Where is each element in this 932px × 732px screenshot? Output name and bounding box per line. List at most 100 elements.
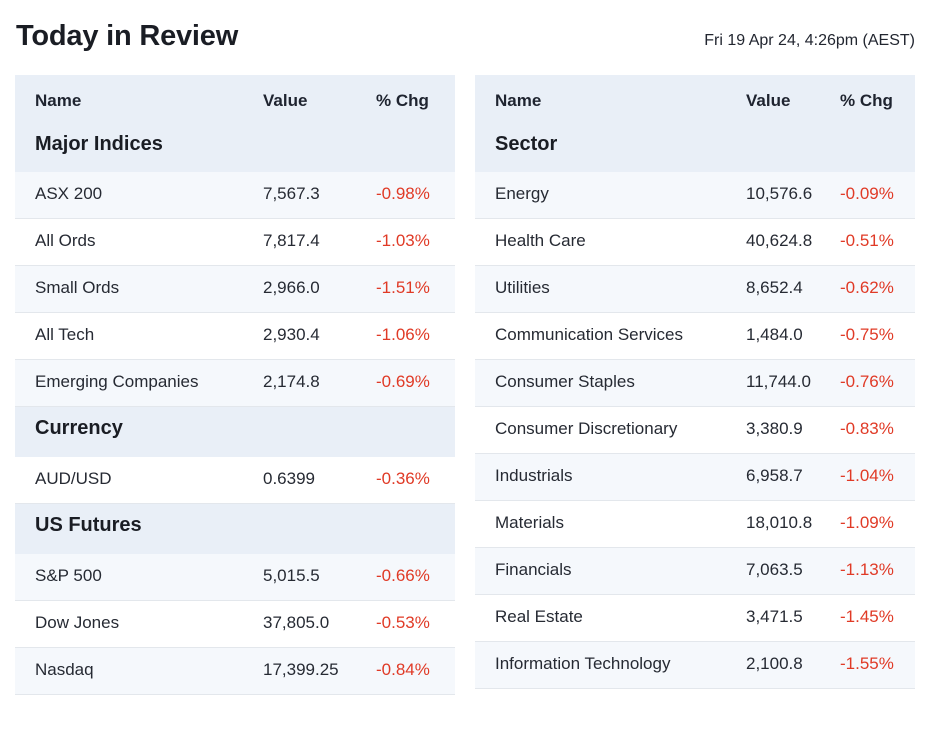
row-value: 2,930.4 bbox=[263, 325, 320, 344]
table-row[interactable]: ASX 200 7,567.3 -0.98% bbox=[15, 172, 455, 219]
table-row[interactable]: AUD/USD 0.6399 -0.36% bbox=[15, 457, 455, 504]
table-row[interactable]: All Ords 7,817.4 -1.03% bbox=[15, 219, 455, 266]
row-name: Real Estate bbox=[495, 607, 583, 626]
row-change: -1.13% bbox=[840, 560, 894, 579]
row-name: Industrials bbox=[495, 466, 573, 485]
row-value: 10,576.6 bbox=[746, 184, 813, 203]
column-header-row: Name Value % Chg bbox=[15, 75, 455, 123]
row-name: All Tech bbox=[35, 325, 95, 344]
header: Today in Review Fri 19 Apr 24, 4:26pm (A… bbox=[16, 0, 916, 74]
row-change: -1.45% bbox=[840, 607, 894, 626]
timestamp: Fri 19 Apr 24, 4:26pm (AEST) bbox=[704, 32, 915, 49]
row-name: Dow Jones bbox=[35, 613, 120, 632]
row-value: 3,471.5 bbox=[746, 607, 803, 626]
row-change: -0.83% bbox=[840, 419, 894, 438]
section-header-currency: Currency bbox=[15, 407, 455, 457]
table-row[interactable]: Financials 7,063.5 -1.13% bbox=[475, 548, 915, 595]
section-title: Major Indices bbox=[35, 133, 163, 155]
row-name: Communication Services bbox=[495, 325, 684, 344]
row-value: 17,399.25 bbox=[263, 660, 339, 679]
row-value: 2,966.0 bbox=[263, 278, 320, 297]
table-row[interactable]: S&P 500 5,015.5 -0.66% bbox=[15, 554, 455, 601]
table-row[interactable]: Energy 10,576.6 -0.09% bbox=[475, 172, 915, 219]
sector-table: Name Value % Chg Sector Energy 10,576.6 … bbox=[475, 75, 915, 689]
row-value: 11,744.0 bbox=[746, 372, 811, 391]
row-value: 7,567.3 bbox=[263, 184, 320, 203]
column-header-value: Value bbox=[263, 91, 308, 110]
table-row[interactable]: Emerging Companies 2,174.8 -0.69% bbox=[15, 360, 455, 407]
row-name: Health Care bbox=[495, 231, 586, 250]
row-change: -1.55% bbox=[840, 654, 894, 673]
row-change: -0.84% bbox=[376, 660, 430, 679]
row-name: AUD/USD bbox=[35, 469, 112, 488]
section-title: Sector bbox=[495, 133, 558, 155]
row-change: -0.51% bbox=[840, 231, 894, 250]
row-name: ASX 200 bbox=[35, 184, 103, 203]
row-change: -1.06% bbox=[376, 325, 430, 344]
row-change: -0.98% bbox=[376, 184, 430, 203]
row-name: Nasdaq bbox=[35, 660, 94, 679]
row-value: 3,380.9 bbox=[746, 419, 803, 438]
row-change: -1.04% bbox=[840, 466, 894, 485]
table-row[interactable]: Industrials 6,958.7 -1.04% bbox=[475, 454, 915, 501]
table-row[interactable]: Communication Services 1,484.0 -0.75% bbox=[475, 313, 915, 360]
row-name: All Ords bbox=[35, 231, 96, 250]
table-row[interactable]: Dow Jones 37,805.0 -0.53% bbox=[15, 601, 455, 648]
row-change: -0.69% bbox=[376, 372, 430, 391]
table-row[interactable]: Utilities 8,652.4 -0.62% bbox=[475, 266, 915, 313]
row-value: 37,805.0 bbox=[263, 613, 330, 632]
table-row[interactable]: Nasdaq 17,399.25 -0.84% bbox=[15, 648, 455, 695]
row-change: -0.62% bbox=[840, 278, 894, 297]
row-change: -1.51% bbox=[376, 278, 430, 297]
section-header-us-futures: US Futures bbox=[15, 504, 455, 554]
section-header-sector: Sector bbox=[475, 123, 915, 172]
table-row[interactable]: Information Technology 2,100.8 -1.55% bbox=[475, 642, 915, 689]
row-name: S&P 500 bbox=[35, 566, 102, 585]
table-row[interactable]: Materials 18,010.8 -1.09% bbox=[475, 501, 915, 548]
row-name: Consumer Discretionary bbox=[495, 419, 678, 438]
column-header-value: Value bbox=[746, 91, 791, 110]
table-row[interactable]: Real Estate 3,471.5 -1.45% bbox=[475, 595, 915, 642]
row-value: 8,652.4 bbox=[746, 278, 803, 297]
row-name: Utilities bbox=[495, 278, 550, 297]
row-change: -0.36% bbox=[376, 469, 430, 488]
row-value: 40,624.8 bbox=[746, 231, 813, 250]
row-change: -0.53% bbox=[376, 613, 430, 632]
page-title: Today in Review bbox=[16, 20, 239, 52]
row-change: -1.03% bbox=[376, 231, 430, 250]
row-value: 7,063.5 bbox=[746, 560, 803, 579]
row-name: Energy bbox=[495, 184, 549, 203]
column-header-row: Name Value % Chg bbox=[475, 75, 915, 123]
row-value: 5,015.5 bbox=[263, 566, 320, 585]
row-name: Emerging Companies bbox=[35, 372, 199, 391]
row-name: Information Technology bbox=[495, 654, 671, 673]
column-header-chg: % Chg bbox=[840, 91, 893, 110]
section-title: Currency bbox=[35, 417, 123, 439]
row-value: 2,100.8 bbox=[746, 654, 803, 673]
section-header-major-indices: Major Indices bbox=[15, 123, 455, 172]
row-change: -0.09% bbox=[840, 184, 894, 203]
row-value: 1,484.0 bbox=[746, 325, 803, 344]
column-header-chg: % Chg bbox=[376, 91, 429, 110]
row-value: 7,817.4 bbox=[263, 231, 320, 250]
table-row[interactable]: Health Care 40,624.8 -0.51% bbox=[475, 219, 915, 266]
row-value: 2,174.8 bbox=[263, 372, 320, 391]
row-change: -0.75% bbox=[840, 325, 894, 344]
row-value: 0.6399 bbox=[263, 469, 315, 488]
table-row[interactable]: All Tech 2,930.4 -1.06% bbox=[15, 313, 455, 360]
row-name: Consumer Staples bbox=[495, 372, 635, 391]
row-value: 18,010.8 bbox=[746, 513, 813, 532]
row-change: -0.66% bbox=[376, 566, 430, 585]
row-name: Small Ords bbox=[35, 278, 120, 297]
row-value: 6,958.7 bbox=[746, 466, 803, 485]
row-change: -1.09% bbox=[840, 513, 894, 532]
table-row[interactable]: Small Ords 2,966.0 -1.51% bbox=[15, 266, 455, 313]
row-name: Financials bbox=[495, 560, 572, 579]
column-header-name: Name bbox=[495, 91, 542, 110]
row-change: -0.76% bbox=[840, 372, 894, 391]
row-name: Materials bbox=[495, 513, 564, 532]
indices-table: Name Value % Chg Major Indices ASX 200 7… bbox=[15, 75, 455, 695]
table-row[interactable]: Consumer Discretionary 3,380.9 -0.83% bbox=[475, 407, 915, 454]
table-row[interactable]: Consumer Staples 11,744.0 -0.76% bbox=[475, 360, 915, 407]
section-title: US Futures bbox=[35, 514, 142, 536]
